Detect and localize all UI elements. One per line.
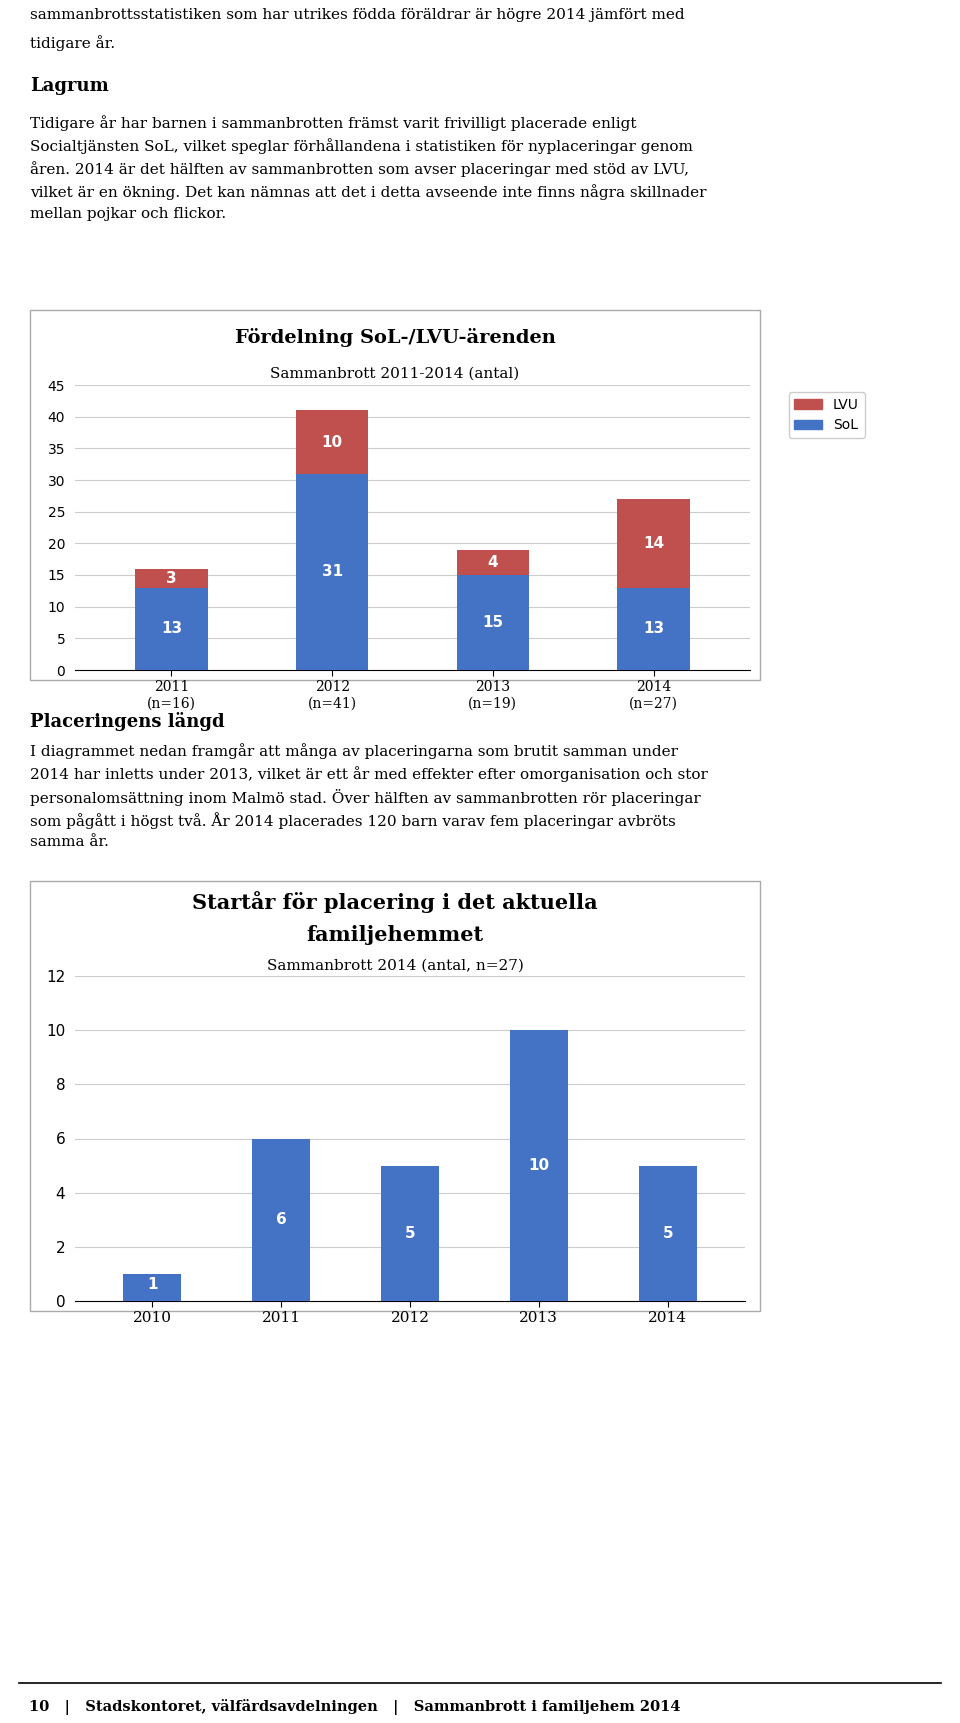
Text: familjehemmet: familjehemmet <box>306 925 484 944</box>
Text: Socialtjänsten SoL, vilket speglar förhållandena i statistiken för nyplaceringar: Socialtjänsten SoL, vilket speglar förhå… <box>30 138 693 153</box>
Text: Tidigare år har barnen i sammanbrotten främst varit frivilligt placerade enligt: Tidigare år har barnen i sammanbrotten f… <box>30 115 636 131</box>
Text: Fördelning SoL-/LVU-ärenden: Fördelning SoL-/LVU-ärenden <box>234 327 556 346</box>
Text: mellan pojkar och flickor.: mellan pojkar och flickor. <box>30 207 227 221</box>
Text: 2014 har inletts under 2013, vilket är ett år med effekter efter omorganisation : 2014 har inletts under 2013, vilket är e… <box>30 767 708 782</box>
Bar <box>123 1273 181 1301</box>
Bar <box>617 588 689 670</box>
Text: 13: 13 <box>161 622 182 636</box>
Text: 4: 4 <box>488 555 498 570</box>
Bar <box>638 1165 697 1301</box>
Bar <box>252 1139 310 1301</box>
Text: 3: 3 <box>166 570 177 586</box>
Text: 10: 10 <box>322 434 343 450</box>
Legend: LVU, SoL: LVU, SoL <box>789 391 865 438</box>
Text: I diagrammet nedan framgår att många av placeringarna som brutit samman under: I diagrammet nedan framgår att många av … <box>30 743 678 758</box>
Bar <box>296 474 369 670</box>
Text: 6: 6 <box>276 1213 286 1227</box>
Text: Startår för placering i det aktuella: Startår för placering i det aktuella <box>192 891 598 913</box>
Text: Lagrum: Lagrum <box>30 78 108 95</box>
Text: åren. 2014 är det hälften av sammanbrotten som avser placeringar med stöd av LVU: åren. 2014 är det hälften av sammanbrott… <box>30 160 689 177</box>
Bar <box>510 1030 567 1301</box>
Bar <box>617 500 689 588</box>
Text: som pågått i högst två. År 2014 placerades 120 barn varav fem placeringar avbröt: som pågått i högst två. År 2014 placerad… <box>30 812 676 829</box>
Text: Sammanbrott 2014 (antal, n=27): Sammanbrott 2014 (antal, n=27) <box>267 958 523 973</box>
Bar <box>296 410 369 474</box>
Text: 31: 31 <box>322 565 343 579</box>
Bar <box>457 575 529 670</box>
Bar <box>135 569 207 588</box>
Bar <box>457 550 529 575</box>
Text: personalomsättning inom Malmö stad. Över hälften av sammanbrotten rör placeringa: personalomsättning inom Malmö stad. Över… <box>30 789 701 806</box>
Text: 15: 15 <box>482 615 503 631</box>
Text: 5: 5 <box>662 1225 673 1241</box>
Text: 14: 14 <box>643 536 664 551</box>
Text: vilket är en ökning. Det kan nämnas att det i detta avseende inte finns några sk: vilket är en ökning. Det kan nämnas att … <box>30 184 707 200</box>
Text: sammanbrottsstatistiken som har utrikes födda föräldrar är högre 2014 jämfört me: sammanbrottsstatistiken som har utrikes … <box>30 9 684 22</box>
Text: 13: 13 <box>643 622 664 636</box>
Text: 5: 5 <box>405 1225 416 1241</box>
Text: Sammanbrott 2011-2014 (antal): Sammanbrott 2011-2014 (antal) <box>271 367 519 381</box>
Text: tidigare år.: tidigare år. <box>30 36 115 52</box>
Bar <box>135 588 207 670</box>
Text: Placeringens längd: Placeringens längd <box>30 713 225 732</box>
Text: samma år.: samma år. <box>30 836 108 849</box>
Text: 10   |   Stadskontoret, välfärdsavdelningen   |   Sammanbrott i familjehem 2014: 10 | Stadskontoret, välfärdsavdelningen … <box>29 1699 681 1716</box>
Bar <box>381 1165 439 1301</box>
Text: 1: 1 <box>147 1277 157 1292</box>
Text: 10: 10 <box>528 1158 549 1173</box>
